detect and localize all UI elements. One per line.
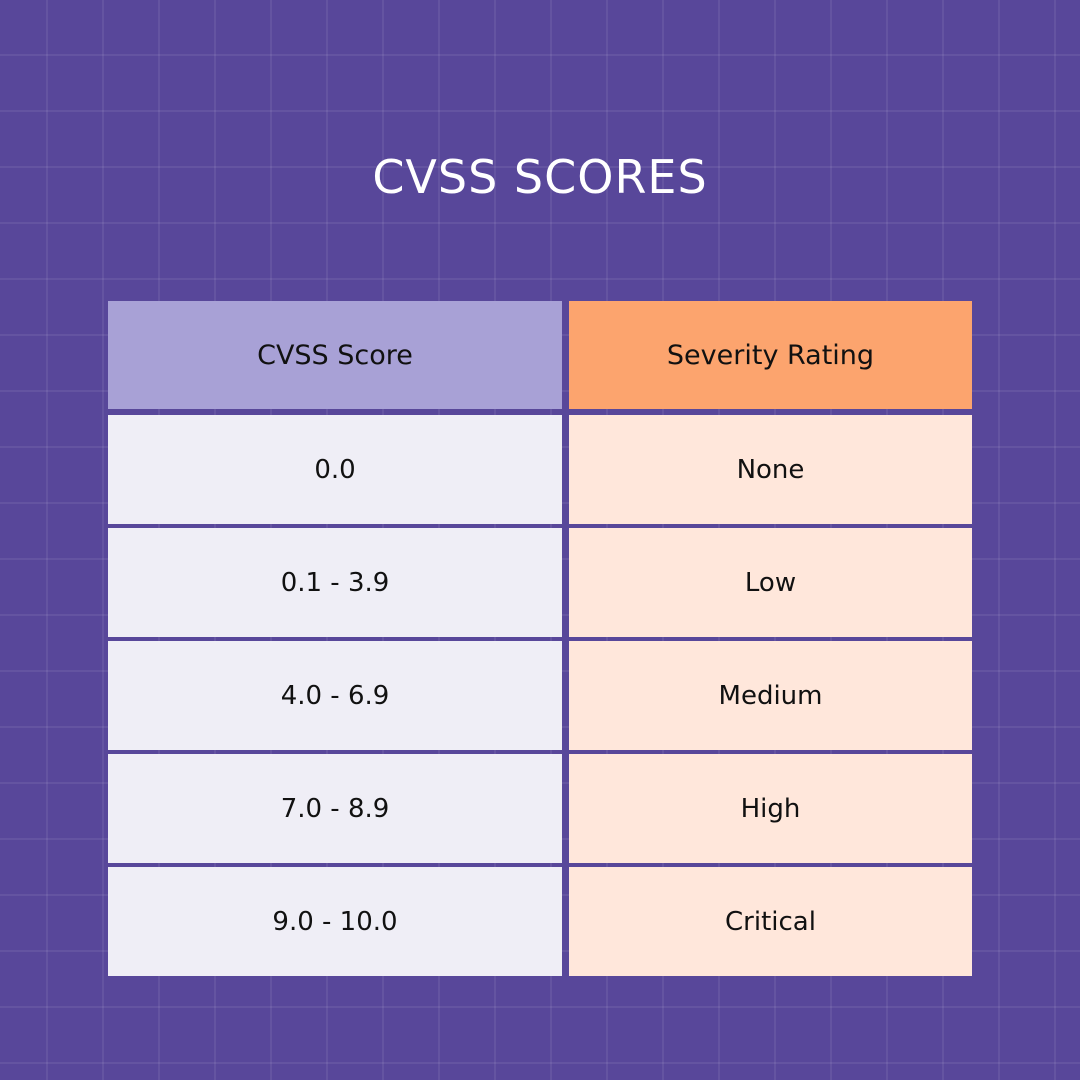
severity-cell: Medium: [569, 641, 972, 750]
score-cell: 7.0 - 8.9: [108, 754, 562, 863]
severity-cell: Critical: [569, 867, 972, 976]
score-column-header: CVSS Score: [108, 301, 562, 409]
score-cell: 0.0: [108, 415, 562, 524]
table-row: 0.0 None: [108, 415, 972, 524]
score-cell: 0.1 - 3.9: [108, 528, 562, 637]
severity-cell: None: [569, 415, 972, 524]
cvss-table: CVSS Score Severity Rating 0.0 None 0.1 …: [108, 301, 972, 980]
table-row: 7.0 - 8.9 High: [108, 754, 972, 863]
page-title: CVSS SCORES: [372, 150, 708, 204]
score-cell: 9.0 - 10.0: [108, 867, 562, 976]
severity-cell: Low: [569, 528, 972, 637]
score-cell: 4.0 - 6.9: [108, 641, 562, 750]
table-row: 9.0 - 10.0 Critical: [108, 867, 972, 976]
table-header-row: CVSS Score Severity Rating: [108, 301, 972, 409]
severity-column-header: Severity Rating: [569, 301, 972, 409]
severity-cell: High: [569, 754, 972, 863]
table-row: 4.0 - 6.9 Medium: [108, 641, 972, 750]
table-row: 0.1 - 3.9 Low: [108, 528, 972, 637]
